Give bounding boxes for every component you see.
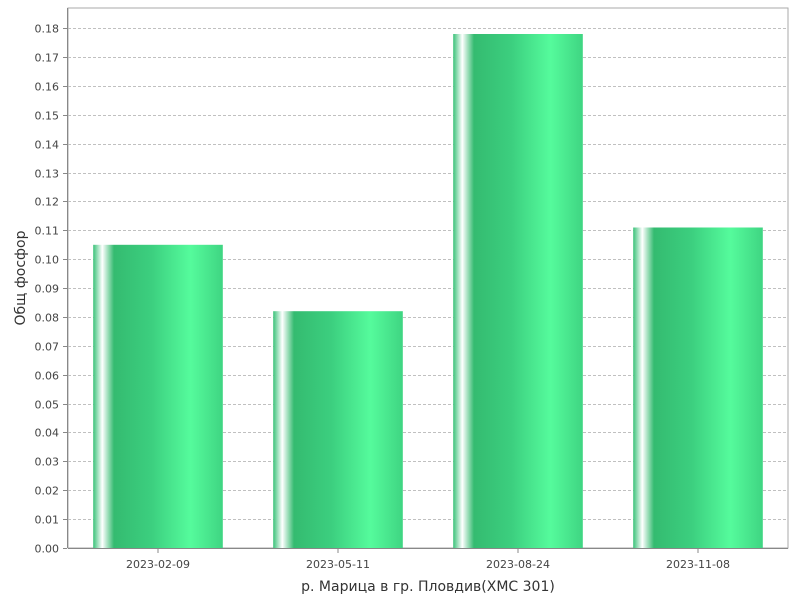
y-tick-label: 0.11 [35,225,60,238]
y-tick-label: 0.18 [35,23,60,36]
y-tick-label: 0.04 [35,427,60,440]
y-tick-label: 0.14 [35,139,60,152]
y-tick-label: 0.06 [35,370,60,383]
y-tick-label: 0.00 [35,543,60,556]
y-tick-label: 0.03 [35,456,60,469]
bar-2023-05-11 [273,311,403,548]
x-axis-title: р. Марица в гр. Пловдив(ХМС 301) [301,579,555,595]
y-tick-label: 0.05 [35,399,60,412]
y-tick-label: 0.15 [35,110,60,123]
y-axis-title: Общ фосфор [13,230,29,325]
x-axis: 2023-02-09 2023-05-11 2023-08-24 2023-11-08 [68,548,788,571]
x-tick-label: 2023-11-08 [666,558,730,571]
y-tick-label: 0.02 [35,485,60,498]
bars [93,34,763,549]
y-tick-label: 0.17 [35,52,60,65]
y-tick-label: 0.09 [35,283,60,296]
y-tick-label: 0.08 [35,312,60,325]
y-tick-label: 0.12 [35,196,60,209]
y-tick-label: 0.07 [35,341,60,354]
y-tick-label: 0.16 [35,81,60,94]
x-tick-label: 2023-05-11 [306,558,370,571]
bar-2023-08-24 [453,34,583,548]
y-axis: 0.00 0.01 0.02 0.03 0.04 0.05 0.06 0.07 0.08 0.09… [35,8,68,556]
y-tick-label: 0.10 [35,254,60,267]
x-tick-label: 2023-02-09 [126,558,190,571]
y-tick-label: 0.01 [35,514,60,527]
x-tick-label: 2023-08-24 [486,558,550,571]
y-tick-label: 0.13 [35,168,60,181]
bar-2023-11-08 [633,227,763,548]
bar-2023-02-09 [93,244,223,549]
